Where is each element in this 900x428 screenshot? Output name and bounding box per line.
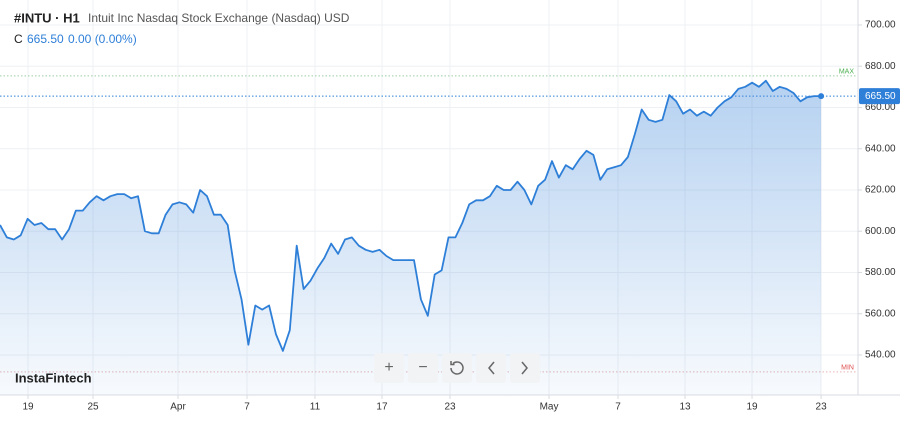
price-tag [859,88,900,105]
scroll-left-button[interactable] [476,353,506,383]
toolbar: + − [374,353,540,383]
x-tick-label: 23 [444,402,456,413]
y-tick-label: 700.00 [865,20,896,31]
x-tick-label: 25 [87,402,99,413]
price-line [0,79,822,352]
scroll-right-button[interactable] [510,353,540,383]
reset-button[interactable] [442,353,472,383]
x-tick-label: 7 [615,402,621,413]
price-tag-label: 665.50 [865,91,896,102]
y-tick-label: 620.00 [865,185,896,196]
x-tick-label: 7 [244,402,250,413]
y-tick-label: 660.00 [865,102,896,113]
y-tick-label: 600.00 [865,226,896,237]
y-tick-label: 540.00 [865,350,896,361]
x-tick-label: 19 [746,402,758,413]
area [0,80,822,395]
y-tick-label: 560.00 [865,308,896,319]
y-tick-label: 580.00 [865,267,896,278]
close-label: C [14,32,23,46]
x-tick-label: 13 [679,402,691,413]
close-price: 665.50 [27,32,64,46]
axes: 540.00 560.00 580.00 600.00 620.00 640.00 660.… [22,20,900,413]
x-tick-label: 11 [310,402,321,413]
chart-title: Intuit Inc Nasdaq Stock Exchange (Nasdaq… [88,11,350,25]
x-tick-label: 23 [816,402,828,413]
y-tick-label: 640.00 [865,143,896,154]
change: 0.00 (0.00%) [68,32,137,46]
watermark: InstaFintech [15,370,92,385]
zoom-out-button[interactable]: − [408,353,438,383]
last-point [818,93,825,100]
x-tick-label: May [540,402,559,413]
plot [0,79,825,395]
min-label: MIN [841,365,854,372]
x-tick-label: 17 [376,402,388,413]
max-label: MAX [839,69,855,76]
x-tick-label: Apr [170,402,186,413]
svg-text:+: + [384,359,393,376]
svg-text:−: − [418,359,427,376]
x-tick-label: 19 [22,402,34,413]
zoom-in-button[interactable]: + [374,353,404,383]
y-tick-label: 680.00 [865,61,896,72]
symbol: #INTU · H1 [14,10,80,25]
